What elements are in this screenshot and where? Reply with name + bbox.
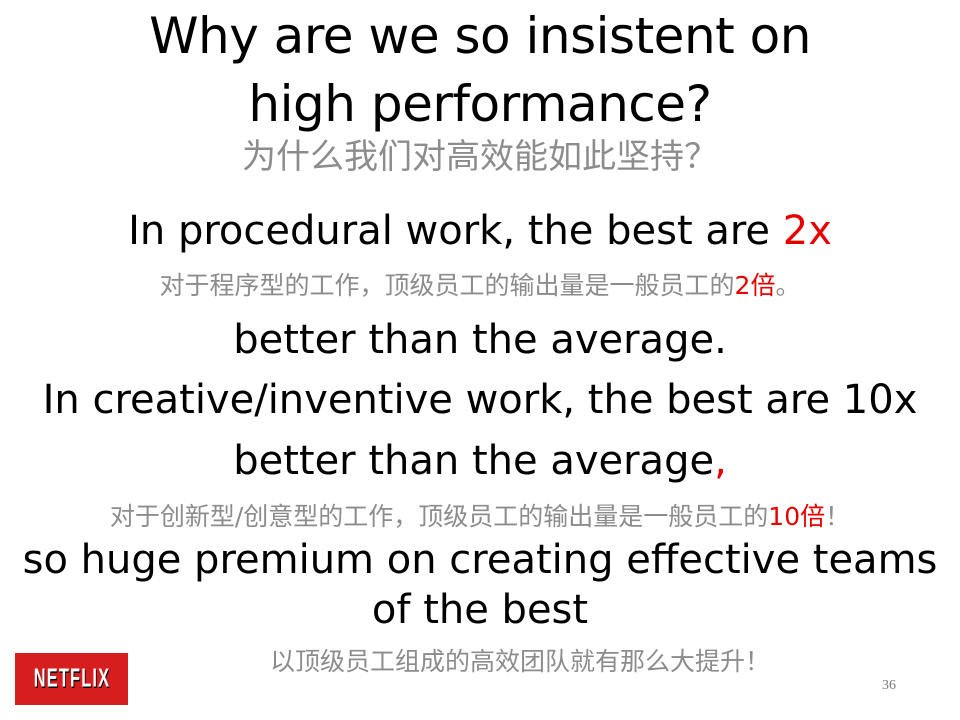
- slide-title-chinese: 为什么我们对高效能如此坚持？: [242, 137, 718, 177]
- better-than-average-comma: ,: [714, 438, 727, 484]
- better-than-average-line-1: better than the average.: [233, 317, 727, 363]
- premium-line-1: so huge premium on creating effective te…: [22, 537, 938, 583]
- premium-chinese: 以顶级员工组成的高效团队就有那么大提升！: [269, 647, 770, 676]
- creative-chinese-text: 对于创新型/创意型的工作，顶级员工的输出量是一般员工的: [109, 502, 769, 531]
- procedural-work-line: In procedural work, the best are 2x: [0, 211, 960, 251]
- better-than-average-line-2: better than the average,: [0, 441, 960, 481]
- slide-title-line-1: Why are we so insistent on: [149, 7, 811, 65]
- creative-chinese-multiplier: 10倍: [768, 502, 826, 531]
- creative-chinese-end: ！: [825, 502, 851, 531]
- page-number: 36: [882, 678, 896, 693]
- premium-line-2: of the best: [371, 587, 589, 633]
- slide-title-line-2: high performance?: [248, 75, 712, 133]
- procedural-work-text: In procedural work, the best are: [128, 208, 783, 254]
- better-than-average-text: better than the average: [233, 438, 715, 484]
- procedural-chinese-text: 对于程序型的工作，顶级员工的输出量是一般员工的: [159, 271, 735, 300]
- creative-work-chinese: 对于创新型/创意型的工作，顶级员工的输出量是一般员工的10倍！: [0, 504, 960, 529]
- netflix-logo: NETFLIX: [15, 653, 128, 705]
- procedural-work-chinese: 对于程序型的工作，顶级员工的输出量是一般员工的2倍。: [0, 273, 960, 298]
- netflix-logo-text: NETFLIX: [33, 664, 110, 693]
- procedural-multiplier: 2x: [782, 208, 832, 254]
- procedural-chinese-end: 。: [775, 271, 801, 300]
- procedural-chinese-multiplier: 2倍: [734, 271, 776, 300]
- creative-work-line: In creative/inventive work, the best are…: [42, 377, 918, 423]
